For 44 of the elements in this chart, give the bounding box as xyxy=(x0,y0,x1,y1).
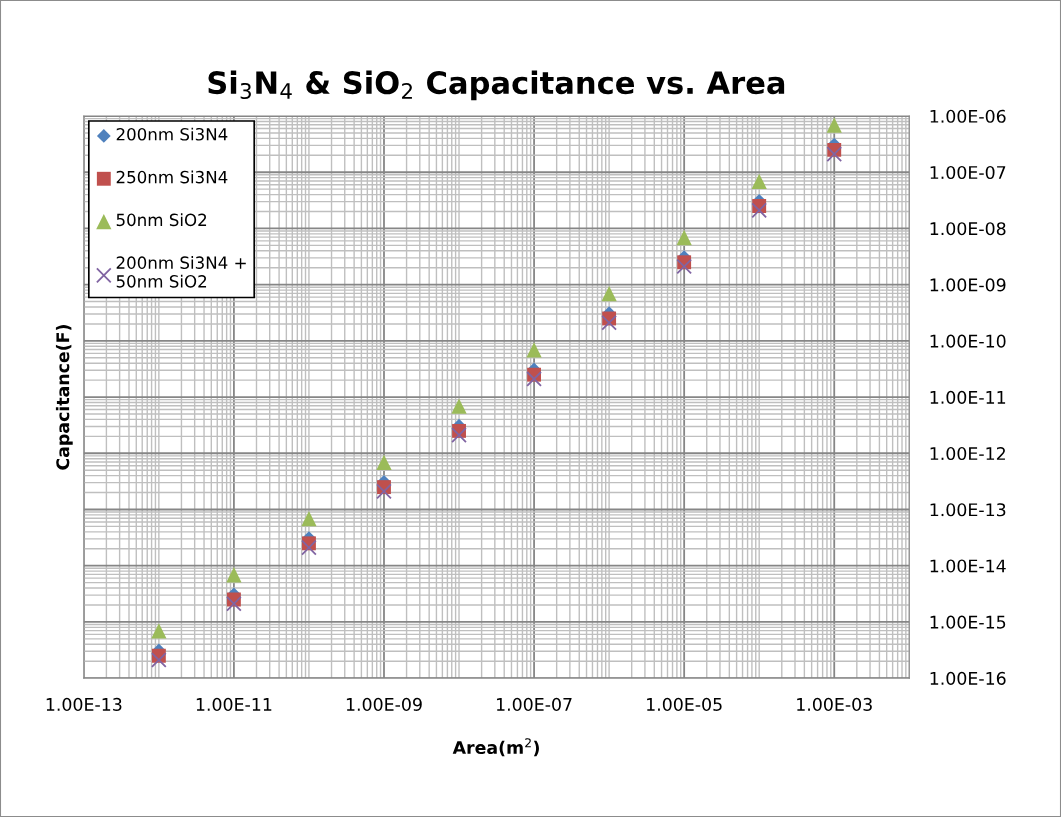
x-tick-label: 1.00E-03 xyxy=(797,697,872,711)
x-tick-label: 1.00E-09 xyxy=(346,697,422,711)
y-tick-label: 1.00E-13 xyxy=(930,503,1006,517)
point xyxy=(376,454,392,470)
y-tick-label: 1.00E-06 xyxy=(930,109,1006,123)
y-tick-label: 1.00E-12 xyxy=(930,446,1005,461)
point xyxy=(751,173,767,189)
y-tick-label: 1.00E-08 xyxy=(930,222,1006,236)
point xyxy=(226,595,242,612)
point xyxy=(676,258,693,275)
point xyxy=(526,342,542,358)
point xyxy=(601,286,617,302)
y-tick-label: 1.00E-15 xyxy=(930,615,1006,629)
y-tick-label: 1.00E-11 xyxy=(930,390,1006,404)
point xyxy=(451,427,467,444)
point xyxy=(676,229,692,246)
y-tick-label: 1.00E-07 xyxy=(930,165,1006,180)
point xyxy=(526,371,542,387)
point xyxy=(151,652,167,668)
point xyxy=(451,398,467,414)
x-tick-label: 1.00E-05 xyxy=(647,697,722,711)
x-tick-label: 1.00E-07 xyxy=(496,697,572,711)
y-axis-title: Capacitance(F) xyxy=(55,325,73,470)
y-tick-label: 1.00E-16 xyxy=(930,671,1006,685)
point xyxy=(601,314,617,331)
point xyxy=(826,146,843,162)
x-tick-label: 1.00E-13 xyxy=(46,697,122,711)
legend-label: 200nm Si3N4 + 50nm SiO2 xyxy=(116,256,246,288)
y-tick-label: 1.00E-10 xyxy=(930,334,1006,348)
point xyxy=(226,567,242,583)
legend-label: 50nm SiO2 xyxy=(116,213,207,227)
point xyxy=(301,539,317,556)
point xyxy=(376,483,392,500)
legend-label: 250nm Si3N4 xyxy=(116,170,228,184)
point xyxy=(751,202,768,219)
x-tick-label: 1.00E-11 xyxy=(196,697,272,711)
y-tick-label: 1.00E-09 xyxy=(930,278,1006,292)
point xyxy=(826,117,842,133)
y-tick-label: 1.00E-14 xyxy=(930,559,1006,573)
chart-title: Si$_{3}$N$_{4}$ & SiO$_{2}$ Capacitance vs. Area xyxy=(208,70,785,101)
x-axis-title: Area(m$^{2}$) xyxy=(452,738,539,757)
legend-label: 200nm Si3N4 xyxy=(116,127,228,141)
point xyxy=(151,623,167,639)
point xyxy=(301,510,317,527)
